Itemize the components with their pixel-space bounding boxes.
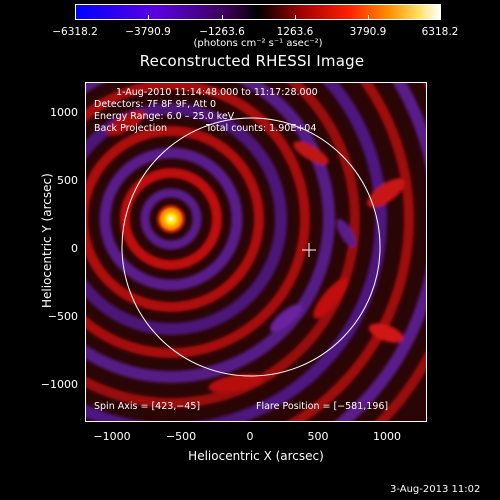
time-range: 1-Aug-2010 11:14:48.000 to 11:17:28.000 [116, 87, 318, 98]
colorbar-tick [148, 15, 149, 20]
colorbar-tick [75, 15, 76, 20]
y-tick-label: 0 [71, 242, 78, 255]
colorbar [75, 4, 441, 20]
x-tick-label: 500 [307, 430, 329, 443]
colorbar-label: −6318.2 [52, 26, 98, 38]
timestamp: 3-Aug-2013 11:02 [390, 484, 481, 495]
colorbar-label: 6318.2 [421, 26, 459, 38]
image-title: Reconstructed RHESSI Image [139, 52, 365, 70]
x-tick-label: −1000 [93, 430, 131, 443]
x-axis-label: Heliocentric X (arcsec) [188, 449, 324, 463]
flare-position: Flare Position = [−581,196] [256, 401, 389, 412]
detectors: Detectors: 7F 8F 9F, Att 0 [94, 99, 217, 110]
spin-axis: Spin Axis = [423,−45] [94, 401, 201, 412]
solar-image: 1-Aug-2010 11:14:48.000 to 11:17:28.000 … [85, 82, 427, 422]
colorbar-tick [222, 15, 223, 20]
y-tick-label: −1000 [40, 378, 78, 391]
y-tick-label: 500 [57, 174, 78, 187]
colorbar-units: (photons cm⁻² s⁻¹ asec⁻²) [193, 38, 323, 49]
colorbar-tick [295, 15, 296, 20]
x-tick-label: 1000 [373, 430, 401, 443]
colorbar-label: −3790.9 [125, 26, 171, 38]
total-counts: Total counts: 1.90E+04 [206, 123, 317, 134]
y-tick-label: 1000 [50, 106, 78, 119]
colorbar-label: 1263.6 [276, 26, 314, 38]
colorbar-tick [440, 15, 441, 20]
colorbar-label: 3790.9 [349, 26, 387, 38]
colorbar-tick [368, 15, 369, 20]
method: Back Projection [94, 123, 168, 134]
reconstructed-image [86, 83, 426, 421]
y-tick-label: −500 [47, 310, 78, 323]
y-axis-label: Heliocentric Y (arcsec) [40, 173, 54, 308]
colorbar-gradient [76, 5, 440, 19]
colorbar-label: −1263.6 [199, 26, 245, 38]
energy-range: Energy Range: 6.0 – 25.0 keV [94, 111, 235, 122]
x-tick-label: −500 [165, 430, 197, 443]
x-tick-label: 0 [246, 430, 254, 443]
